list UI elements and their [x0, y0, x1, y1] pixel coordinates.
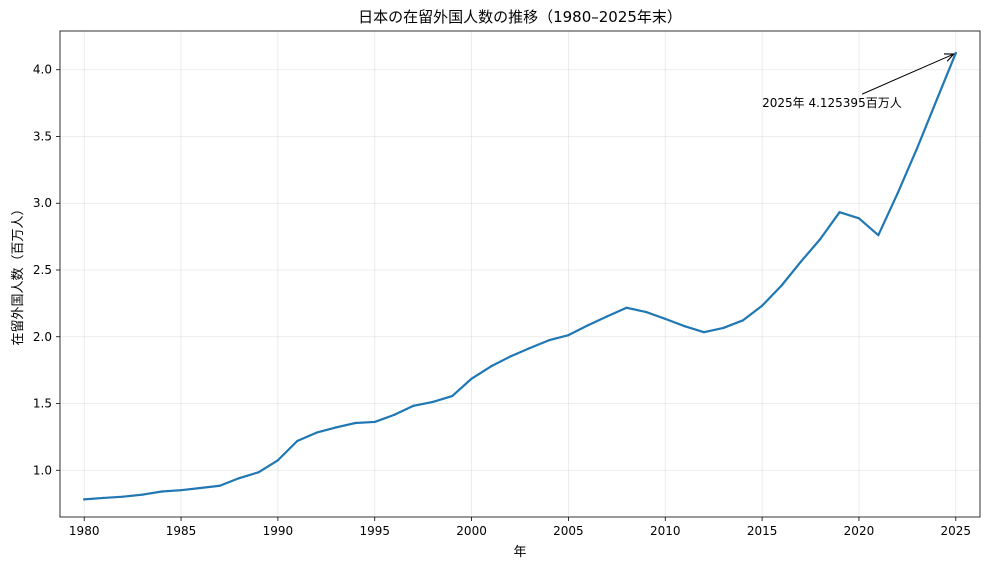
chart-title: 日本の在留外国人数の推移（1980–2025年末） [358, 8, 682, 26]
data-point [586, 324, 589, 327]
x-tick-label: 2010 [650, 524, 681, 538]
data-point [799, 260, 802, 263]
y-tick-label: 4.0 [33, 63, 52, 77]
data-point [102, 496, 105, 500]
x-tick-label: 1990 [263, 524, 294, 538]
y-tick-label: 3.5 [33, 129, 52, 143]
data-point [238, 477, 241, 480]
data-point [780, 284, 783, 287]
annotation: 2025年 4.125395百万人 [762, 54, 954, 110]
data-point [160, 490, 163, 493]
y-tick-label: 3.0 [33, 196, 52, 210]
data-point [741, 319, 744, 322]
data-point [296, 439, 299, 443]
y-tick-label: 2.0 [33, 330, 52, 344]
data-point [393, 413, 396, 416]
data-point [470, 377, 473, 380]
data-point [664, 317, 667, 320]
data-point [199, 486, 202, 490]
data-point [838, 211, 841, 214]
data-point [218, 484, 221, 487]
series-layer [83, 51, 957, 501]
y-tick-label: 1.5 [33, 397, 52, 411]
data-point [702, 331, 706, 334]
data-point [431, 400, 434, 404]
annotation-label: 2025年 4.125395百万人 [762, 96, 902, 110]
data-point [935, 99, 938, 102]
y-tick-label: 2.5 [33, 263, 52, 277]
x-tick-label: 1995 [359, 524, 390, 538]
data-point [354, 421, 357, 425]
x-axis-label: 年 [513, 545, 526, 560]
data-point [547, 339, 551, 342]
y-axis: 1.0 1.5 2.0 2.5 3.0 3.5 4.0 [33, 63, 60, 477]
annotation-arrow [861, 54, 954, 95]
data-point [915, 147, 919, 150]
data-point [896, 192, 899, 195]
x-tick-label: 2000 [456, 524, 487, 538]
data-point [683, 325, 686, 328]
x-tick-label: 2015 [747, 524, 778, 538]
data-point [761, 304, 764, 307]
x-tick-label: 2005 [553, 524, 584, 538]
x-tick-label: 1980 [69, 524, 100, 538]
data-point [334, 426, 338, 429]
data-point [954, 51, 957, 55]
data-point [528, 347, 531, 350]
y-axis-label: 在留外国人数（百万人） [11, 202, 26, 345]
data-point [877, 234, 880, 237]
data-point [606, 315, 609, 318]
x-tick-label: 2020 [844, 524, 875, 538]
grid-lines [60, 31, 980, 517]
data-point [83, 498, 86, 501]
data-point [819, 238, 822, 241]
data-point [141, 493, 144, 496]
data-point [857, 217, 861, 220]
data-point [625, 306, 628, 309]
data-point [644, 310, 647, 314]
y-tick-label: 1.0 [33, 463, 52, 477]
x-tick-label: 2025 [941, 524, 972, 538]
data-point [315, 431, 318, 434]
data-point [121, 495, 125, 498]
data-point [179, 489, 183, 492]
data-point [412, 404, 415, 407]
data-point [489, 365, 493, 368]
series-line-0 [83, 51, 957, 501]
x-tick-label: 1985 [166, 524, 197, 538]
plot-area-frame [59, 30, 981, 518]
data-point [373, 420, 376, 424]
data-point [257, 471, 260, 474]
data-point [722, 326, 725, 330]
x-axis: 1980 1985 1990 1995 2000 2005 2010 2015 2020 2025 [69, 517, 971, 538]
data-point [451, 394, 454, 398]
data-point [276, 459, 279, 462]
data-point [567, 334, 570, 337]
data-point [509, 355, 512, 358]
